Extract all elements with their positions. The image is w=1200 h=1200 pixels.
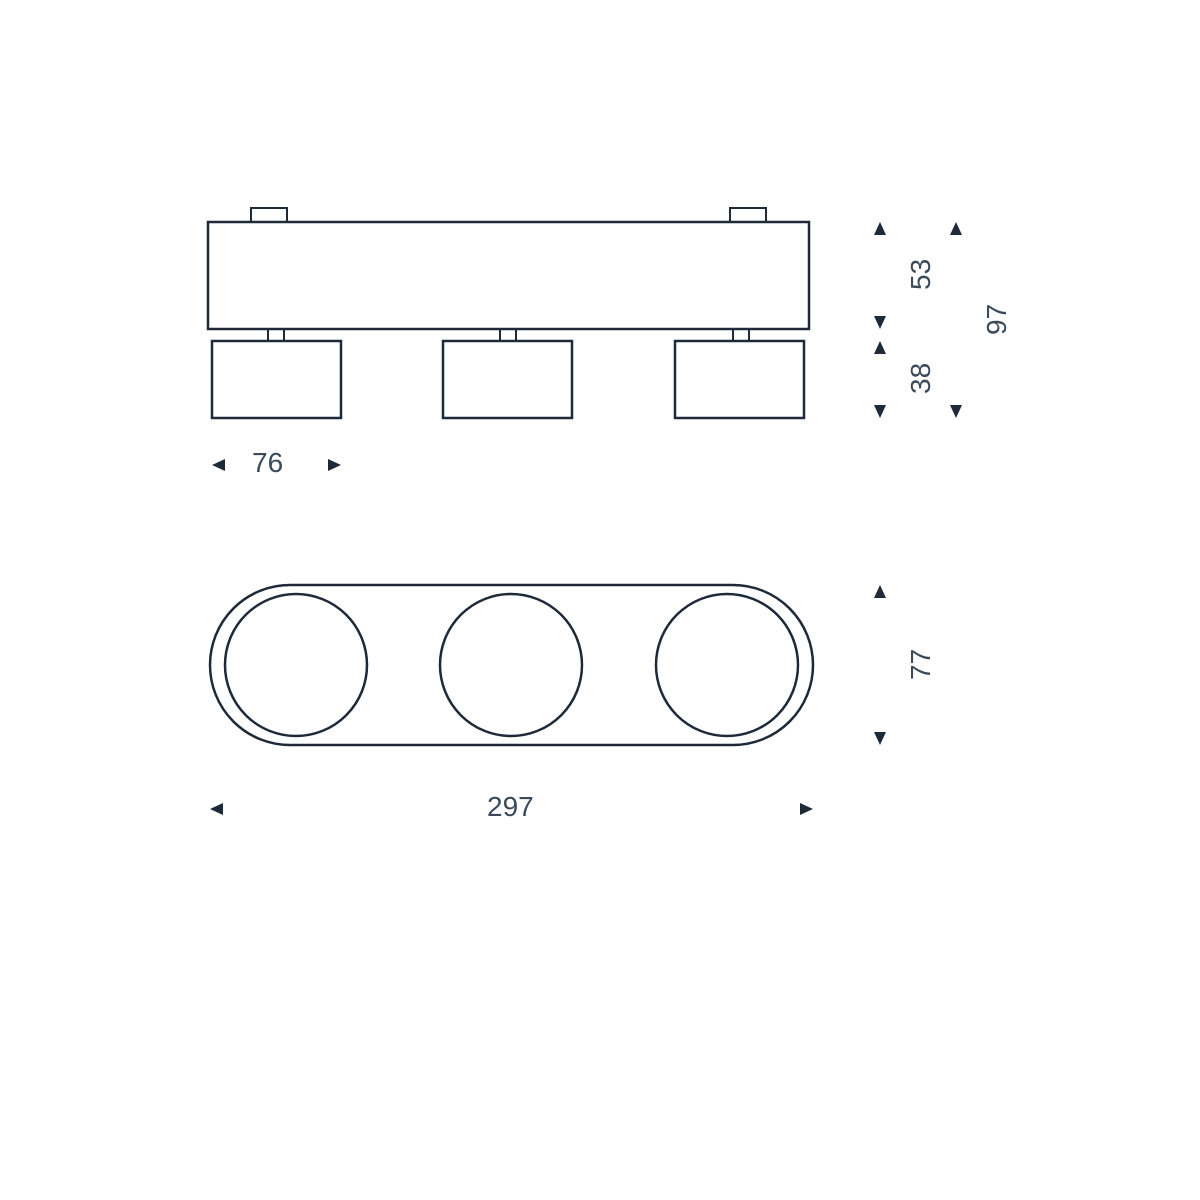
dim-38-label: 38	[905, 363, 937, 394]
technical-drawing: 76 297 53 38 97 77	[0, 0, 1200, 1200]
dim-97-label: 97	[981, 304, 1013, 335]
dim-76-label: 76	[252, 447, 283, 479]
drawing-svg	[0, 0, 1200, 1200]
dim-297-label: 297	[487, 791, 534, 823]
dim-77-label: 77	[905, 649, 937, 680]
dim-53-label: 53	[905, 259, 937, 290]
